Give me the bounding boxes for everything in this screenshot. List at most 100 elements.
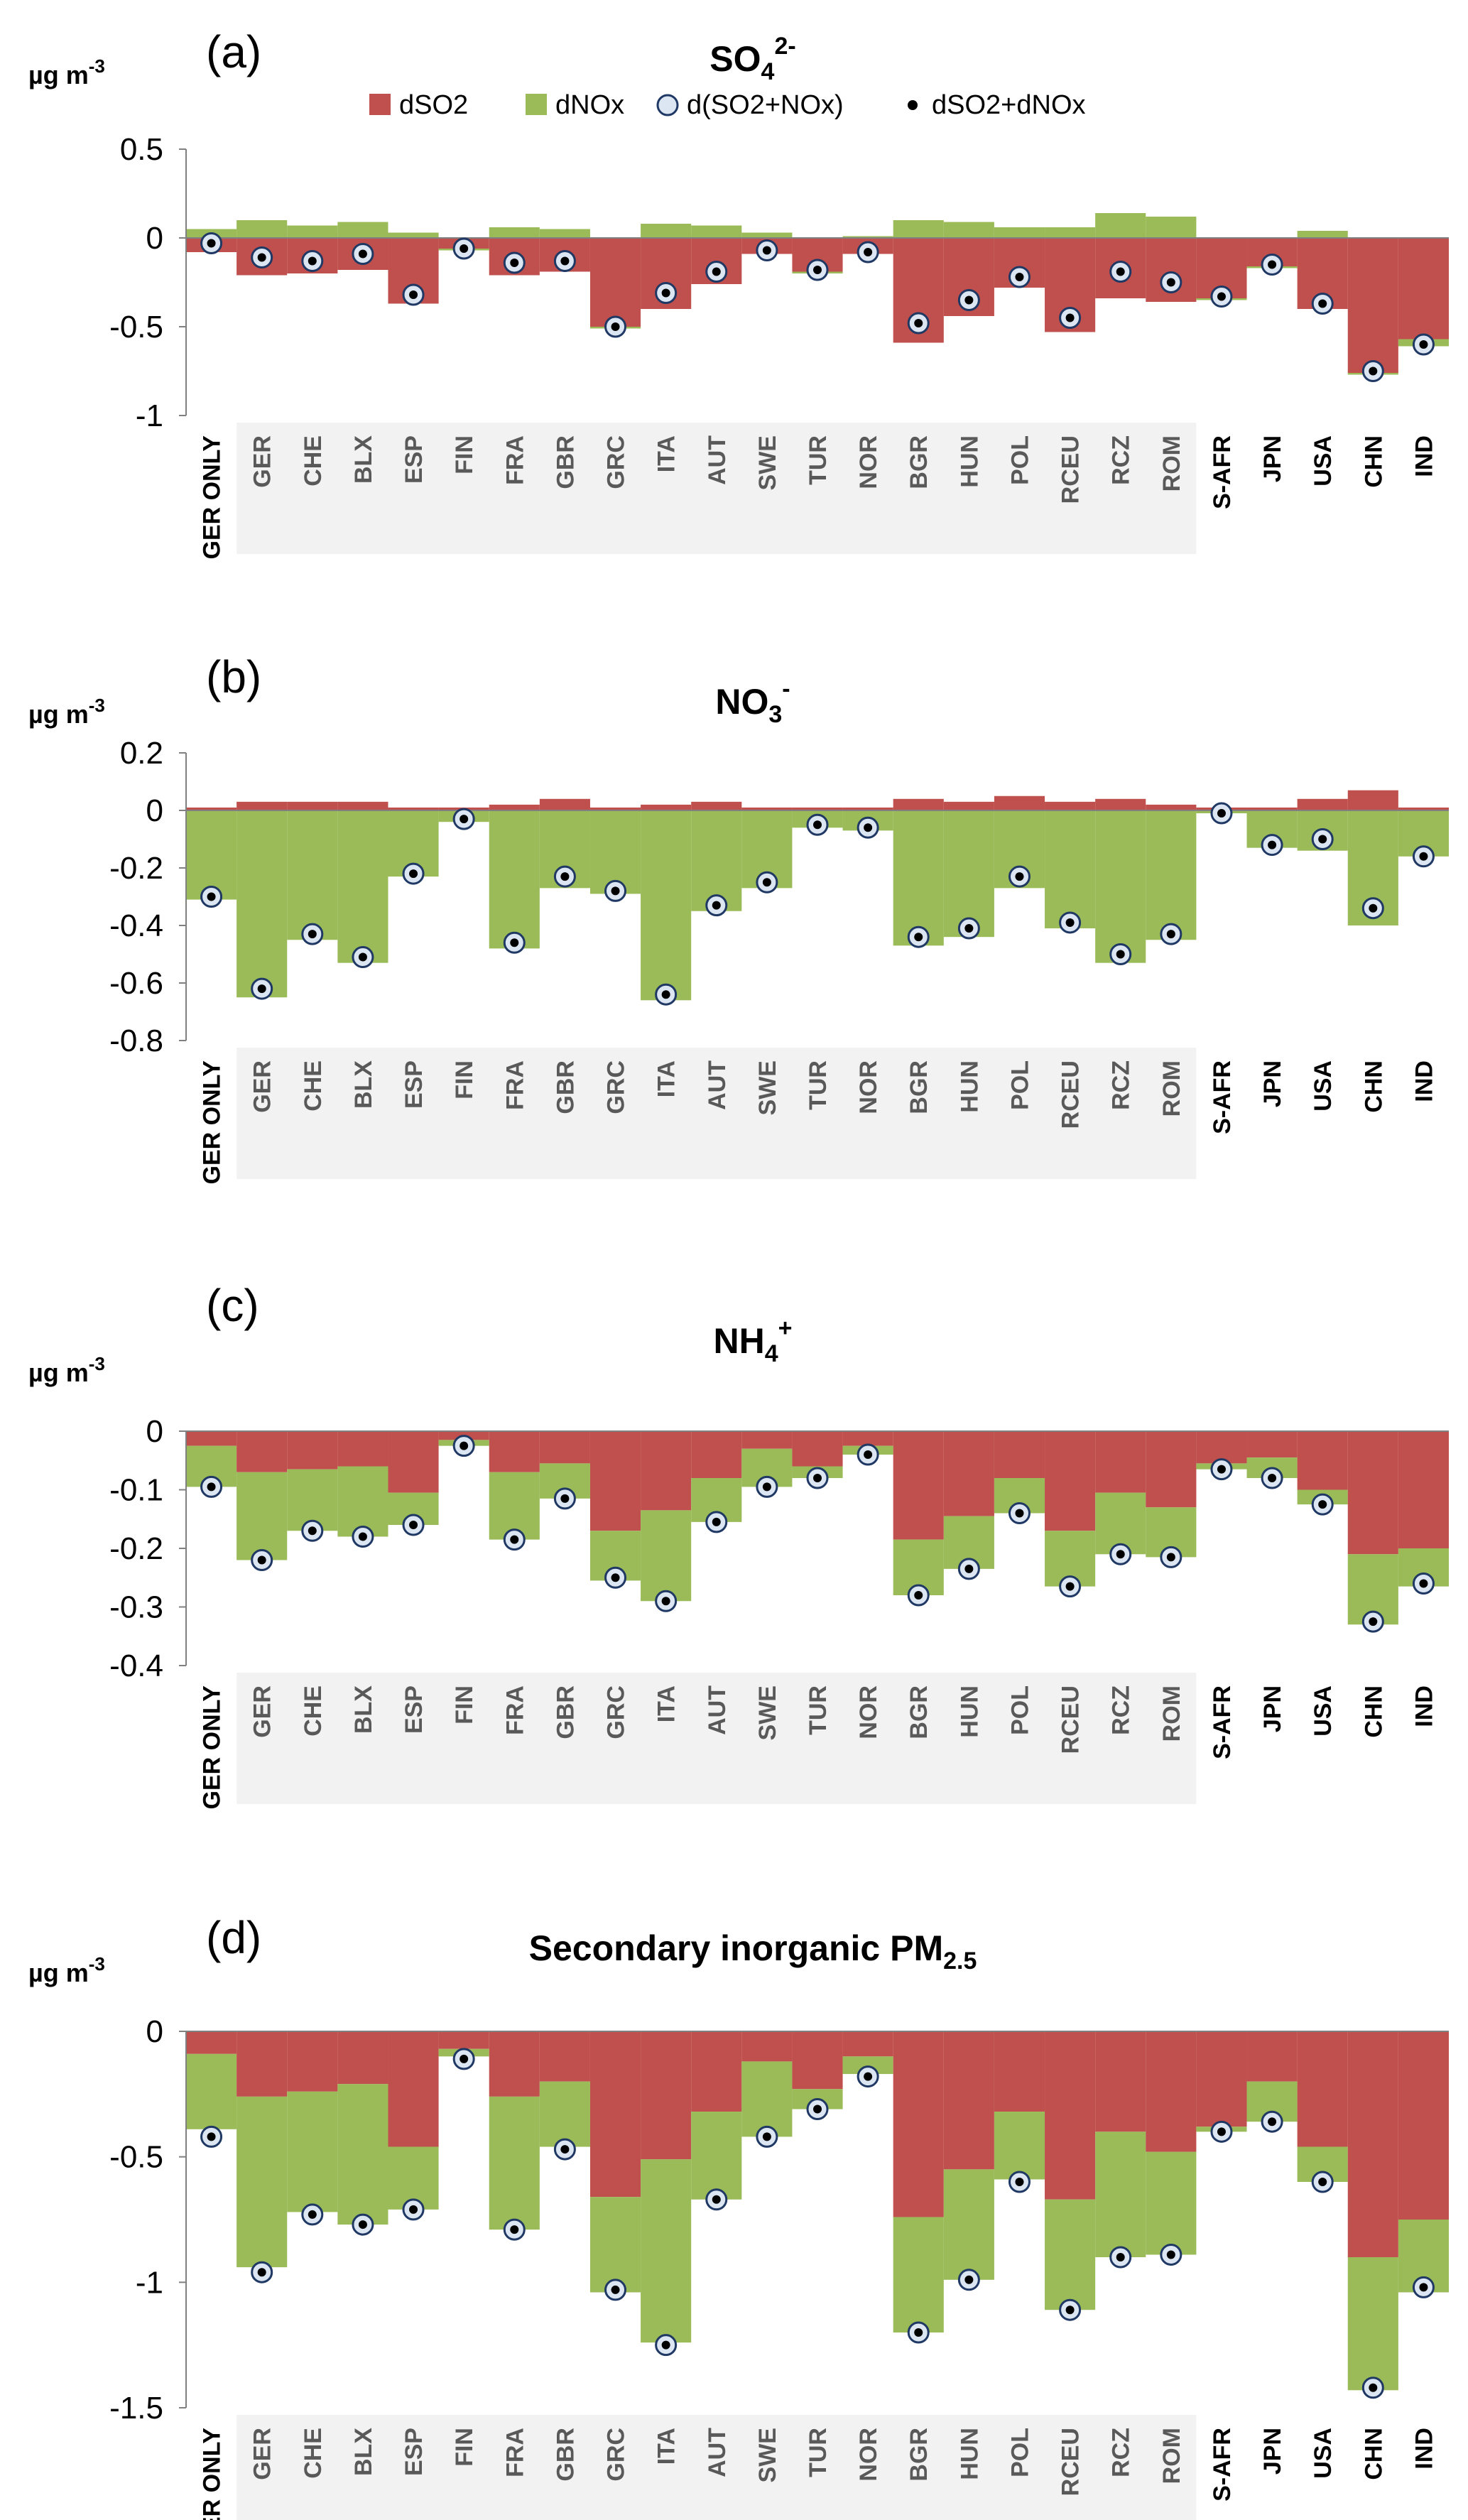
bar-dSO2 xyxy=(388,1431,439,1493)
x-tick-label: GBR xyxy=(552,2428,579,2482)
bar-dSO2 xyxy=(539,2031,590,2082)
marker-d-sum xyxy=(864,2072,873,2081)
bar-dSO2 xyxy=(1398,2031,1449,2220)
marker-d-sum xyxy=(308,256,317,266)
bar-dNOx xyxy=(337,1466,388,1537)
marker-d-sum xyxy=(510,259,519,267)
marker-d-sum xyxy=(813,2104,822,2114)
x-tick-label: SWE xyxy=(754,2428,781,2482)
marker-d-sum xyxy=(308,1526,317,1536)
x-tick-label: NOR xyxy=(855,1685,882,1739)
x-tick-label: GER ONLY xyxy=(199,1685,226,1810)
bar-dSO2 xyxy=(994,2031,1045,2112)
marker-d-sum xyxy=(1419,1579,1428,1588)
marker-d-sum xyxy=(1116,2253,1125,2261)
x-tick-label: FIN xyxy=(451,2428,478,2467)
marker-d-sum xyxy=(358,952,367,962)
marker-d-sum xyxy=(661,2340,670,2350)
x-tick-label: BLX xyxy=(350,1060,377,1109)
x-tick-label: HUN xyxy=(956,1685,983,1738)
x-tick-label: RCEU xyxy=(1057,1685,1084,1754)
x-tick-label: FRA xyxy=(501,1060,528,1110)
bar-dSO2 xyxy=(539,1431,590,1464)
legend-label: dSO2+dNOx xyxy=(932,90,1086,120)
marker-d-sum xyxy=(864,1450,873,1459)
x-tick-label: AUT xyxy=(704,435,731,485)
chart-panel-a: (a) SO42- µg m-3 0.5 0 -0.5 -1 GER ONLY GER CHE BL… xyxy=(28,26,1449,559)
bar-dSO2 xyxy=(893,1431,944,1540)
x-tick-label: CHN xyxy=(1360,435,1387,488)
bar-dSO2 xyxy=(1095,798,1146,810)
bar-dSO2 xyxy=(842,807,893,810)
x-tick-label: IND xyxy=(1410,1060,1437,1102)
y-tick-label: -0.1 xyxy=(109,1473,163,1508)
marker-d-sum xyxy=(1065,1582,1075,1591)
bar-dNOx xyxy=(589,810,641,894)
eu-group-shading xyxy=(236,2415,1197,2520)
marker-d-sum xyxy=(661,1597,670,1606)
bar-dSO2 xyxy=(691,2031,742,2112)
legend: dSO2 dNOx d(SO2+NOx) dSO2+dNOx xyxy=(369,90,1086,120)
bar-dSO2 xyxy=(1347,238,1398,373)
x-tick-label: IND xyxy=(1410,2428,1437,2470)
y-tick-label: 0 xyxy=(146,1414,163,1449)
marker-d-sum xyxy=(409,1521,418,1529)
marker-d-sum xyxy=(1116,950,1125,959)
marker-d-sum xyxy=(762,1482,771,1492)
bar-dNOx xyxy=(1045,2199,1096,2310)
x-tick-label: ROM xyxy=(1158,1060,1185,1117)
x-tick-label: ITA xyxy=(653,1685,680,1722)
bar-dNOx xyxy=(1095,810,1146,963)
bar-dSO2 xyxy=(186,2031,237,2054)
x-tick-label: USA xyxy=(1310,2428,1337,2479)
marker-d-sum xyxy=(358,249,367,259)
marker-d-sum xyxy=(914,319,923,327)
marker-d-sum xyxy=(460,2054,469,2063)
bar-dNOx xyxy=(641,810,692,1001)
bar-dNOx xyxy=(1045,810,1096,929)
marker-d-sum xyxy=(864,823,873,832)
bar-dSO2 xyxy=(994,795,1045,810)
marker-d-sum xyxy=(1268,840,1277,849)
marker-d-sum xyxy=(207,1482,216,1492)
x-tick-label: POL xyxy=(1006,1685,1033,1735)
bar-dNOx xyxy=(236,810,288,998)
marker-d-sum xyxy=(1217,292,1226,301)
bar-dNOx xyxy=(1045,227,1096,238)
bar-dSO2 xyxy=(287,801,338,810)
bar-dSO2 xyxy=(641,804,692,810)
marker-d-sum xyxy=(1318,1500,1327,1509)
bar-dSO2 xyxy=(539,798,590,810)
x-tick-label: GBR xyxy=(552,435,579,489)
marker-d-sum xyxy=(864,248,873,256)
bar-dNOx xyxy=(388,232,439,238)
marker-d-sum xyxy=(1318,2178,1327,2186)
marker-d-sum xyxy=(1369,903,1378,913)
x-tick-label: GER ONLY xyxy=(199,435,226,560)
bar-dSO2 xyxy=(1196,2031,1247,2127)
legend-label: d(SO2+NOx) xyxy=(687,90,844,120)
x-tick-label: CHE xyxy=(300,1685,327,1737)
x-tick-label: JPN xyxy=(1259,1060,1286,1107)
bar-dSO2 xyxy=(641,1431,692,1511)
bar-dNOx xyxy=(691,810,742,911)
bar-dSO2 xyxy=(236,801,288,810)
x-tick-label: GER xyxy=(249,435,276,488)
bar-dSO2 xyxy=(943,1431,994,1516)
marker-d-sum xyxy=(1116,1550,1125,1559)
y-unit-label: µg m-3 xyxy=(28,1353,105,1387)
x-tick-label: POL xyxy=(1006,2428,1033,2477)
x-tick-label: POL xyxy=(1006,435,1033,485)
x-tick-label: ROM xyxy=(1158,2428,1185,2484)
bar-dNOx xyxy=(1146,217,1197,238)
legend-swatch-dso2 xyxy=(369,94,391,115)
marker-d-sum xyxy=(813,1474,822,1482)
bar-dSO2 xyxy=(589,1431,641,1531)
chart-panel-d: (d) Secondary inorganic PM2.5 µg m-3 0 -0.5 -… xyxy=(28,1912,1449,2520)
bar-dSO2 xyxy=(388,2031,439,2147)
x-tick-label: HUN xyxy=(956,435,983,488)
chart-panel-b: (b) NO3- µg m-3 0.2 0 -0.2 -0.4 -0.6 -0.8 GER ONL… xyxy=(28,651,1449,1184)
marker-d-sum xyxy=(611,886,620,896)
bar-dNOx xyxy=(1297,231,1348,238)
bar-dSO2 xyxy=(1045,1431,1096,1531)
